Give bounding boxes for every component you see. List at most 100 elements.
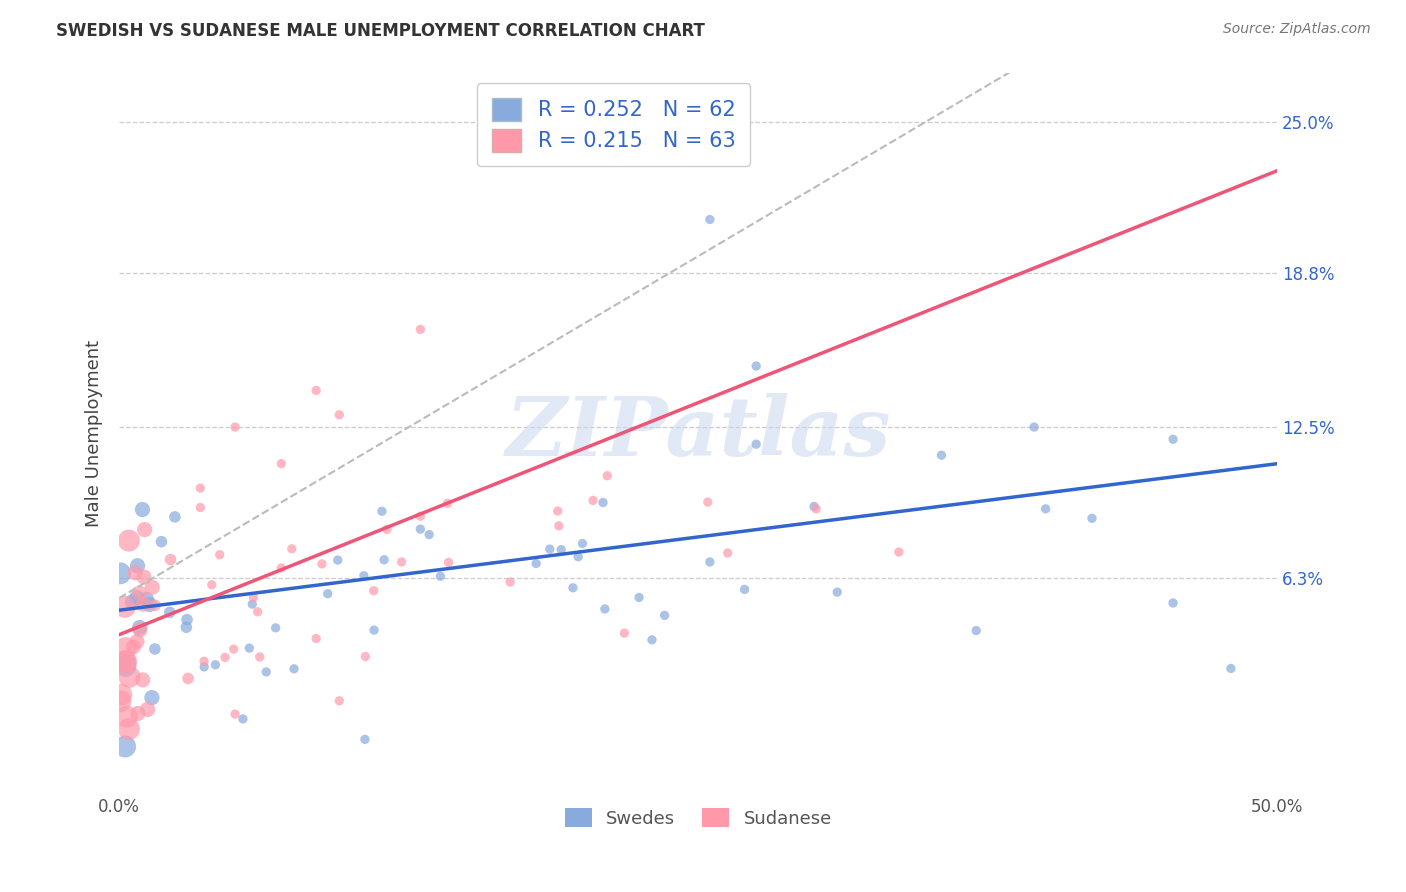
Sudanese [134, 523, 156, 537]
Text: SWEDISH VS SUDANESE MALE UNEMPLOYMENT CORRELATION CHART: SWEDISH VS SUDANESE MALE UNEMPLOYMENT CO… [56, 22, 706, 40]
Sudanese [125, 634, 148, 648]
Sudanese [124, 566, 146, 580]
Sudanese [188, 481, 211, 495]
Swedes [965, 624, 987, 638]
Sudanese [328, 694, 350, 708]
Swedes [283, 662, 305, 676]
Sudanese [246, 605, 269, 619]
Sudanese [136, 702, 159, 716]
Sudanese [270, 457, 292, 471]
Sudanese [363, 583, 385, 598]
Sudanese [114, 599, 136, 614]
Swedes [524, 557, 547, 571]
Sudanese [281, 541, 304, 556]
Sudanese [311, 557, 333, 571]
Sudanese [547, 519, 569, 533]
Swedes [121, 595, 143, 609]
Swedes [138, 598, 160, 612]
Sudanese [409, 509, 432, 524]
Swedes [699, 555, 721, 569]
Swedes [128, 620, 150, 634]
Swedes [193, 660, 215, 674]
Sudanese [201, 578, 224, 592]
Swedes [232, 712, 254, 726]
Sudanese [193, 654, 215, 668]
Swedes [409, 522, 432, 536]
Swedes [803, 500, 825, 514]
Swedes [131, 502, 153, 516]
Sudanese [118, 533, 141, 548]
Swedes [567, 549, 589, 564]
Swedes [538, 542, 561, 557]
Swedes [176, 613, 198, 627]
Sudanese [887, 545, 910, 559]
Legend: Swedes, Sudanese: Swedes, Sudanese [557, 800, 839, 835]
Sudanese [115, 655, 138, 669]
Sudanese [613, 626, 636, 640]
Swedes [150, 534, 173, 549]
Sudanese [242, 591, 264, 605]
Sudanese [208, 548, 231, 562]
Sudanese [177, 672, 200, 686]
Swedes [176, 620, 198, 634]
Sudanese [582, 493, 605, 508]
Swedes [734, 582, 756, 597]
Swedes [1022, 420, 1045, 434]
Swedes [163, 509, 186, 524]
Sudanese [270, 561, 292, 575]
Sudanese [132, 570, 155, 584]
Swedes [326, 553, 349, 567]
Swedes [593, 602, 616, 616]
Sudanese [391, 555, 413, 569]
Swedes [371, 504, 394, 518]
Sudanese [547, 504, 569, 518]
Swedes [108, 566, 131, 581]
Sudanese [132, 673, 155, 687]
Swedes [254, 665, 277, 679]
Text: Source: ZipAtlas.com: Source: ZipAtlas.com [1223, 22, 1371, 37]
Swedes [418, 527, 440, 541]
Swedes [135, 592, 157, 607]
Swedes [1035, 501, 1057, 516]
Swedes [316, 587, 339, 601]
Sudanese [118, 722, 141, 736]
Swedes [143, 642, 166, 657]
Sudanese [143, 599, 166, 613]
Sudanese [249, 650, 271, 665]
Sudanese [110, 688, 132, 702]
Sudanese [132, 597, 155, 611]
Swedes [745, 359, 768, 373]
Sudanese [159, 552, 181, 566]
Swedes [562, 581, 585, 595]
Swedes [159, 605, 181, 619]
Sudanese [436, 496, 458, 510]
Sudanese [696, 495, 718, 509]
Sudanese [141, 580, 163, 594]
Swedes [550, 542, 572, 557]
Swedes [1220, 661, 1243, 675]
Sudanese [499, 574, 522, 589]
Swedes [114, 659, 136, 673]
Swedes [1161, 432, 1184, 446]
Swedes [654, 608, 676, 623]
Sudanese [188, 500, 211, 515]
Swedes [141, 690, 163, 705]
Sudanese [114, 654, 136, 668]
Swedes [429, 569, 451, 583]
Sudanese [328, 408, 350, 422]
Sudanese [409, 322, 432, 336]
Sudanese [224, 707, 246, 722]
Swedes [125, 591, 148, 605]
Sudanese [804, 502, 827, 516]
Sudanese [110, 694, 132, 708]
Sudanese [128, 586, 150, 600]
Swedes [127, 558, 149, 573]
Sudanese [118, 670, 141, 684]
Sudanese [305, 384, 328, 398]
Sudanese [717, 546, 740, 560]
Sudanese [114, 641, 136, 656]
Y-axis label: Male Unemployment: Male Unemployment [86, 340, 103, 527]
Sudanese [222, 642, 245, 657]
Swedes [745, 437, 768, 451]
Sudanese [596, 468, 619, 483]
